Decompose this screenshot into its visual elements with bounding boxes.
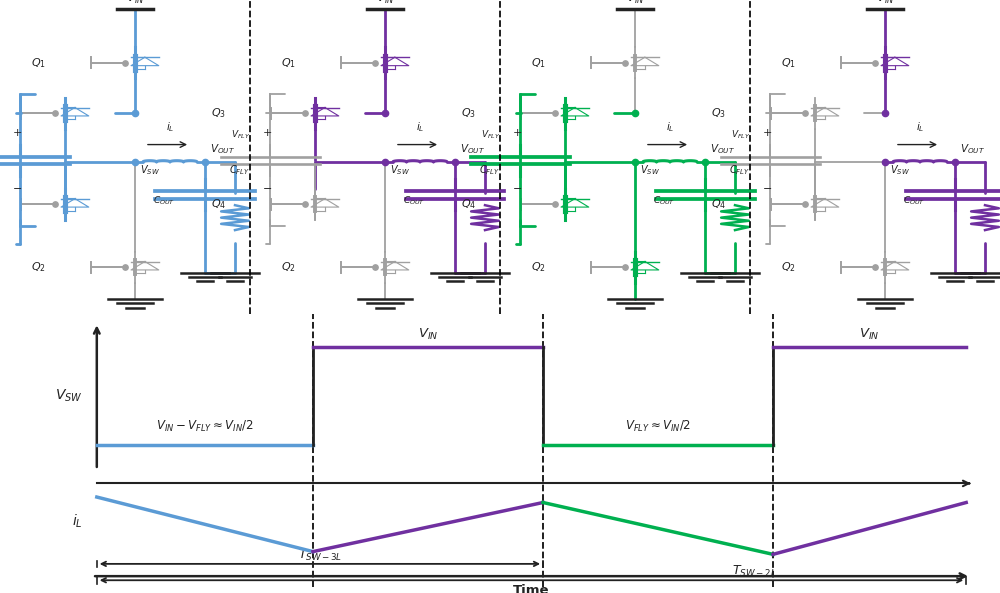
- Text: $V_{IN}$: $V_{IN}$: [126, 0, 144, 7]
- Text: $V_{OUT}$: $V_{OUT}$: [710, 142, 735, 156]
- Text: $V_{SW}$: $V_{SW}$: [640, 164, 660, 177]
- Text: $V_{OUT}$: $V_{OUT}$: [460, 142, 485, 156]
- Text: $V_{IN}$: $V_{IN}$: [376, 0, 394, 7]
- Text: $Q_2$: $Q_2$: [31, 260, 46, 274]
- Text: $V_{FLY} \approx V_{IN}/2$: $V_{FLY} \approx V_{IN}/2$: [625, 419, 691, 434]
- Text: $Q_3$: $Q_3$: [711, 106, 726, 120]
- Text: $V_{SW}$: $V_{SW}$: [890, 164, 910, 177]
- Text: $+$: $+$: [762, 127, 772, 138]
- Text: $Q_2$: $Q_2$: [281, 260, 296, 274]
- Text: $i_L$: $i_L$: [166, 120, 174, 133]
- Text: $-$: $-$: [262, 182, 272, 192]
- Text: $Q_2$: $Q_2$: [781, 260, 796, 274]
- Text: $Q_4$: $Q_4$: [211, 197, 226, 211]
- Text: $V_{IN} - V_{FLY} \approx V_{IN}/2$: $V_{IN} - V_{FLY} \approx V_{IN}/2$: [156, 419, 254, 434]
- Text: $V_{OUT}$: $V_{OUT}$: [210, 142, 235, 156]
- Text: $+$: $+$: [512, 127, 522, 138]
- Text: $V_{IN}$: $V_{IN}$: [876, 0, 894, 7]
- Text: $+$: $+$: [12, 127, 22, 138]
- Text: $Q_3$: $Q_3$: [461, 106, 476, 120]
- Text: $Q_1$: $Q_1$: [531, 56, 546, 70]
- Text: $Q_1$: $Q_1$: [781, 56, 796, 70]
- Text: $V_{OUT}$: $V_{OUT}$: [960, 142, 985, 156]
- Text: $T_{SW-3L}$: $T_{SW-3L}$: [298, 547, 342, 563]
- Text: Time: Time: [513, 584, 550, 593]
- Text: $Q_4$: $Q_4$: [711, 197, 726, 211]
- Text: $+$: $+$: [262, 127, 272, 138]
- Text: $Q_1$: $Q_1$: [281, 56, 296, 70]
- Text: $C_{FLY}$: $C_{FLY}$: [479, 164, 500, 177]
- Text: $Q_4$: $Q_4$: [461, 197, 476, 211]
- Text: $Q_3$: $Q_3$: [211, 106, 226, 120]
- Text: $V_{SW}$: $V_{SW}$: [55, 388, 83, 404]
- Text: $V_{SW}$: $V_{SW}$: [140, 164, 160, 177]
- Text: $C_{FLY}$: $C_{FLY}$: [229, 164, 250, 177]
- Text: $V_{SW}$: $V_{SW}$: [390, 164, 410, 177]
- Text: $i_L$: $i_L$: [916, 120, 924, 133]
- Text: $i_L$: $i_L$: [72, 513, 83, 530]
- Text: $C_{FLY}$: $C_{FLY}$: [729, 164, 750, 177]
- Text: $C_{OUT}$: $C_{OUT}$: [903, 195, 925, 208]
- Text: $V_{FLY}$: $V_{FLY}$: [231, 129, 250, 141]
- Text: $V_{IN}$: $V_{IN}$: [418, 327, 438, 342]
- Text: $-$: $-$: [12, 182, 22, 192]
- Text: $V_{IN}$: $V_{IN}$: [626, 0, 644, 7]
- Text: $C_{OUT}$: $C_{OUT}$: [403, 195, 425, 208]
- Text: $V_{IN}$: $V_{IN}$: [859, 327, 880, 342]
- Text: $C_{OUT}$: $C_{OUT}$: [153, 195, 175, 208]
- Text: $V_{FLY}$: $V_{FLY}$: [481, 129, 500, 141]
- Text: $i_L$: $i_L$: [666, 120, 674, 133]
- Text: $-$: $-$: [512, 182, 522, 192]
- Text: $-$: $-$: [762, 182, 772, 192]
- Text: $C_{OUT}$: $C_{OUT}$: [653, 195, 675, 208]
- Text: $i_L$: $i_L$: [416, 120, 424, 133]
- Text: $T_{SW-2L}$: $T_{SW-2L}$: [732, 565, 777, 579]
- Text: $Q_2$: $Q_2$: [531, 260, 546, 274]
- Text: $V_{FLY}$: $V_{FLY}$: [731, 129, 750, 141]
- Text: $Q_1$: $Q_1$: [31, 56, 46, 70]
